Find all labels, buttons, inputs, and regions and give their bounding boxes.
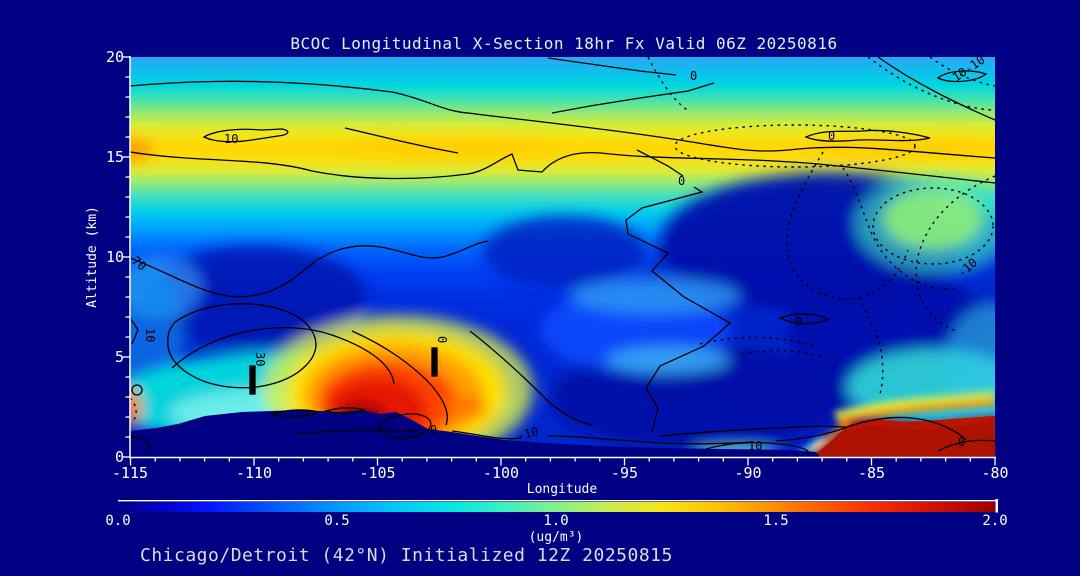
y-tick-label: 10 [106, 248, 124, 266]
contour-label: 10 [143, 328, 157, 342]
y-tick-label: 15 [106, 148, 124, 166]
terrain [130, 410, 820, 457]
colorbar-tick: 1.0 [543, 513, 568, 529]
colorbar-tick: 0.5 [324, 513, 349, 529]
axis-tick-labels: 20 15 10 5 0 -115 -110 -105 -100 -95 -90… [106, 48, 1009, 482]
x-tick-label: -115 [112, 464, 148, 482]
contour-label: 10 [950, 65, 970, 85]
contour-label: 0 [430, 423, 437, 437]
contour-label: 0 [435, 336, 449, 343]
colorbar: 0.0 0.5 1.0 1.5 2.0 (ug/m³) [105, 499, 1008, 545]
colorbar-gradient [118, 502, 995, 512]
y-tick-label: 20 [106, 48, 124, 66]
y-axis-title: Altitude (km) [85, 206, 100, 308]
x-tick-label: -80 [981, 464, 1008, 482]
contour-label: 0 [690, 69, 697, 83]
x-axis-title: Longitude [527, 482, 598, 497]
bottom-right-maximum [798, 389, 995, 457]
x-tick-label: -100 [483, 464, 519, 482]
contour-label: -10 [516, 425, 540, 443]
colorbar-units: (ug/m³) [529, 530, 584, 545]
colorbar-tick: 1.5 [763, 513, 788, 529]
contour-label: 0 [678, 174, 685, 188]
contour-lines-dotted [130, 57, 995, 421]
contour-label: 0 [958, 435, 965, 449]
contour-field: 10 0 0 10 0 70 10 30 0 0 0 -10 10 0 -10 … [130, 57, 995, 457]
colorbar-tick-labels: 0.0 0.5 1.0 1.5 2.0 [105, 513, 1007, 529]
x-tick-label: -110 [236, 464, 272, 482]
contour-label: 10 [224, 132, 238, 146]
contour-label: 0 [828, 129, 835, 143]
y-tick-label: 5 [115, 348, 124, 366]
y-tick-label: 0 [115, 448, 124, 466]
axis-ticks [121, 56, 996, 466]
colorbar-tick: 0.0 [105, 513, 130, 529]
contour-label: 30 [253, 352, 267, 366]
contour-label: 0 [795, 315, 802, 329]
colorbar-tick: 2.0 [982, 513, 1007, 529]
contour-label: 10 [748, 439, 762, 453]
plot-footer: Chicago/Detroit (42°N) Initialized 12Z 2… [140, 545, 673, 566]
plot-title: BCOC Longitudinal X-Section 18hr Fx Vali… [290, 34, 837, 53]
x-tick-label: -95 [611, 464, 638, 482]
colorbar-top-rule [118, 500, 997, 502]
contour-lines-solid [130, 57, 995, 455]
x-tick-label: -105 [359, 464, 395, 482]
x-tick-label: -90 [734, 464, 761, 482]
colorbar-end-cap [995, 499, 998, 513]
x-tick-label: -85 [858, 464, 885, 482]
